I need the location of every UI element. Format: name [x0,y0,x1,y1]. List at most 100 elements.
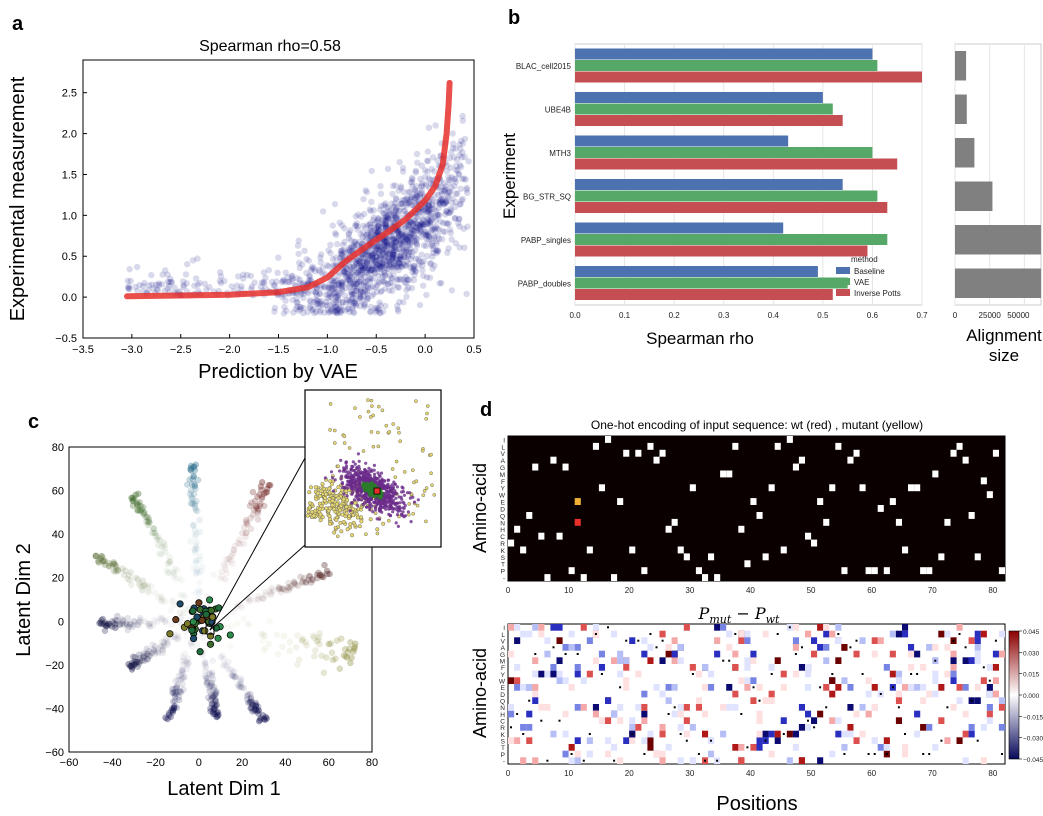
panel-d-colorbar-tick-label: −0.015 [1023,714,1043,721]
panel-a-point [442,198,450,205]
panel-c-inset-mutant-point [313,485,318,490]
panel-d-bottom-wt-dot [922,753,925,755]
panel-a-point [425,124,433,131]
panel-a-point [319,270,326,277]
panel-a-point [431,168,438,175]
panel-d-bottom-cell [586,737,593,744]
panel-a-x-tick-label: −0.5 [365,344,387,356]
panel-d-bottom-cell [774,730,781,738]
panel-a-point [405,188,412,195]
panel-c-inset-wt-point [391,498,395,502]
panel-d-bottom-cell [883,744,890,751]
panel-a-point [333,308,340,315]
panel-d-bottom-wt-dot [837,633,840,635]
panel-c-arm-point [264,485,271,493]
panel-d-bottom-wt-dot [534,653,537,655]
panel-a-point [432,223,440,230]
panel-d-bottom-cell [568,630,575,638]
panel-c-arm-point [182,606,189,613]
panel-d-bottom-wt-dot [594,633,597,635]
panel-a-point [348,289,356,296]
panel-c-inset-mutant-point [376,444,381,449]
panel-c-arm-point [274,650,282,658]
panel-a-point [312,308,320,316]
panel-a-point [452,178,459,186]
panel-d-top-row-label: - [503,576,505,583]
panel-a-point [427,176,434,183]
panel-a-point [343,299,350,307]
panel-a-point [413,213,420,221]
panel-c-inset-mutant-point [347,446,352,450]
panel-c-inset-mutant-point [414,399,418,403]
panel-c-inset-mutant-point [402,470,407,474]
panel-d-top-cell [932,470,939,478]
panel-a-point [407,179,414,186]
panel-a-point [447,229,454,237]
panel-d-bottom-cell [556,677,563,684]
panel-d-bottom-wt-dot [994,639,997,642]
panel-a-point [332,229,339,237]
panel-a-point [435,204,442,212]
panel-letter-b: b [508,7,520,29]
panel-a-point [401,238,408,245]
panel-a-point [455,170,462,177]
panel-d-top-cell [829,484,836,492]
panel-d-bottom-cell [538,630,545,638]
panel-a-point [393,213,400,220]
panel-d-bottom-cell [653,750,660,758]
panel-a-point [390,270,397,277]
panel-a-point [373,229,381,236]
panel-c-arm-point [187,538,194,545]
panel-a-point [353,220,360,227]
panel-d-bottom-wt-dot [685,739,688,742]
panel-d-top-cell [708,553,715,561]
panel-a-point [395,253,403,260]
panel-a-point [384,250,392,257]
panel-a-point [370,267,378,274]
panel-b-legend-swatch [836,289,850,296]
panel-a-point [328,306,335,313]
panel-a-point [370,207,377,214]
panel-a-point [419,221,426,228]
panel-d-bottom-wt-dot [910,673,913,675]
panel-d-colorbar-tick-label: −0.030 [1023,736,1043,743]
panel-b-category-label: PABP_doubles [518,279,571,288]
panel-d-bottom-cell [774,737,781,744]
panel-c-inset-mutant-point [396,426,401,431]
panel-a-point [451,214,459,222]
panel-c-inset-wt-point [406,510,410,514]
panel-b-x-tick-label: 0.4 [768,311,780,320]
panel-c-inset-mutant-point [307,490,312,495]
panel-a-point [387,211,395,219]
panel-d-bottom-cell [508,677,515,684]
panel-b-bar-baseline [575,179,843,190]
panel-a-point [459,175,466,183]
panel-a-point [418,180,426,187]
panel-a-point [356,238,363,245]
panel-a-point [373,257,381,264]
panel-c-inset-mutant-point [338,520,343,525]
panel-a-point [346,247,354,254]
panel-a-point [424,219,431,226]
panel-a-point [353,241,360,248]
panel-b-x-tick-label: 0.0 [569,311,581,320]
panel-c-inset-mutant-point [411,512,416,516]
panel-a-point [357,292,364,300]
panel-a-point [351,278,358,285]
panel-c-inset-mutant-point [335,534,340,539]
panel-a-point [389,241,396,249]
panel-a-point [326,284,333,291]
panel-d-bottom-cell [750,677,757,684]
panel-d-bottom-wt-dot [788,626,791,629]
panel-c-arm-point [260,595,267,602]
panel-a-point [356,267,363,274]
panel-a-point [368,261,376,268]
panel-b-side-x-tick-label: 50000 [1007,311,1030,320]
panel-a-point [368,254,375,261]
panel-d-bottom-cell [786,757,793,764]
panel-a-point [337,250,344,258]
panel-a-point [461,244,468,251]
panel-c-center-point [214,634,222,642]
panel-d-bottom-cell [611,744,618,751]
panel-a-point [375,215,383,222]
